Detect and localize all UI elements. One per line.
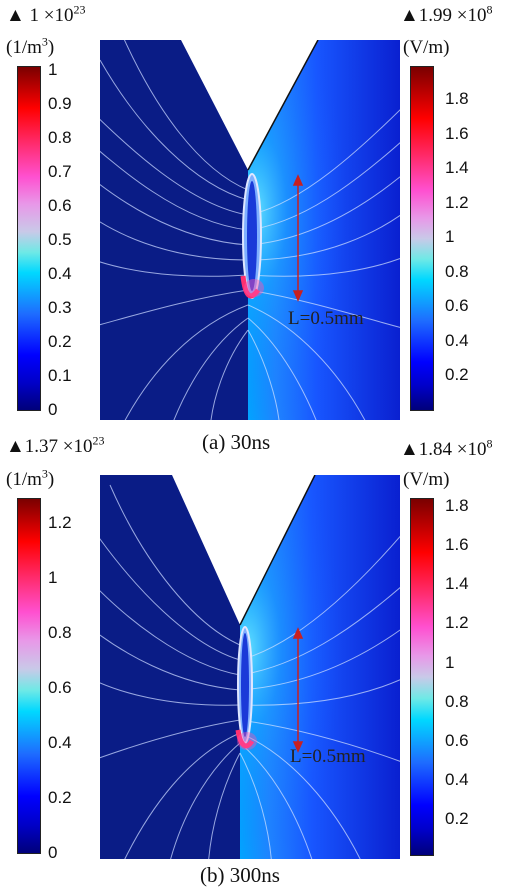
density-max-label: ▲ 1 ×1023 [6,2,86,26]
field-tick-label: 1.8 [445,496,469,515]
field-unit-label: (V/m) [403,37,450,58]
field-tick-label: 1 [445,227,455,246]
density-tick-label: 0.3 [48,298,72,317]
density-unit-label-b: (1/m3) [6,466,55,490]
density-tick-label: 1.2 [48,513,72,532]
density-tick-label: 0.1 [48,366,72,385]
field-tick-label: 0.2 [445,809,469,828]
field-tick-label: 0.2 [445,365,469,384]
field-colorbar-b [410,498,434,856]
density-tick-label: 0.8 [48,128,72,147]
density-colorbar-b [17,498,41,854]
field-max-label-b: ▲1.84 ×108 [400,436,493,460]
field-tick-label: 0.6 [445,730,469,750]
density-tick-label: 0.4 [48,733,72,752]
field-tick-label: 0.4 [445,330,469,350]
field-tick-label: 1.6 [445,123,469,143]
field-tick-label: 0.4 [445,769,469,789]
length-arrow-a [292,174,304,302]
field-max-label: ▲1.99 ×108 [400,2,493,26]
simulation-plot-a [100,40,400,420]
density-tick-label: 0.8 [48,623,72,642]
density-tick-label: 1 [48,568,58,587]
length-arrow-b [292,627,304,753]
caption-b: (b) 300ns [200,863,280,887]
density-tick-label: 0 [48,843,58,862]
length-label-b: L=0.5mm [290,746,366,767]
density-colorbar [17,66,41,411]
density-tick-label: 1 [48,60,58,79]
field-tick-label: 1.4 [445,574,469,594]
density-tick-label: 0.9 [48,94,72,113]
simulation-plot-b [100,475,400,859]
density-tick-label: 0.6 [48,678,72,697]
density-tick-label: 0 [48,400,58,419]
field-tick-label: 1.8 [445,89,469,108]
field-tick-label: 0.8 [445,691,469,711]
field-tick-label: 1.2 [445,613,469,633]
density-tick-label: 0.6 [48,196,72,215]
field-tick-label: 1.6 [445,535,469,555]
density-unit-label: (1/m3) [6,34,55,58]
field-tick-label: 0.8 [445,261,469,281]
density-tick-label: 0.2 [48,788,72,807]
field-colorbar [410,66,434,411]
length-label-a: L=0.5mm [288,308,364,329]
density-tick-label: 0.7 [48,162,72,181]
field-tick-label: 1.2 [445,192,469,212]
density-tick-label: 0.4 [48,264,72,283]
density-tick-label: 0.5 [48,230,72,249]
field-unit-label-b: (V/m) [403,469,450,490]
density-tick-label: 0.2 [48,332,72,351]
caption-a: (a) 30ns [202,430,271,454]
field-tick-label: 1 [445,652,455,672]
field-tick-label: 0.6 [445,296,469,315]
density-max-label-b: ▲1.37 ×1023 [6,433,105,457]
field-tick-label: 1.4 [445,158,469,177]
